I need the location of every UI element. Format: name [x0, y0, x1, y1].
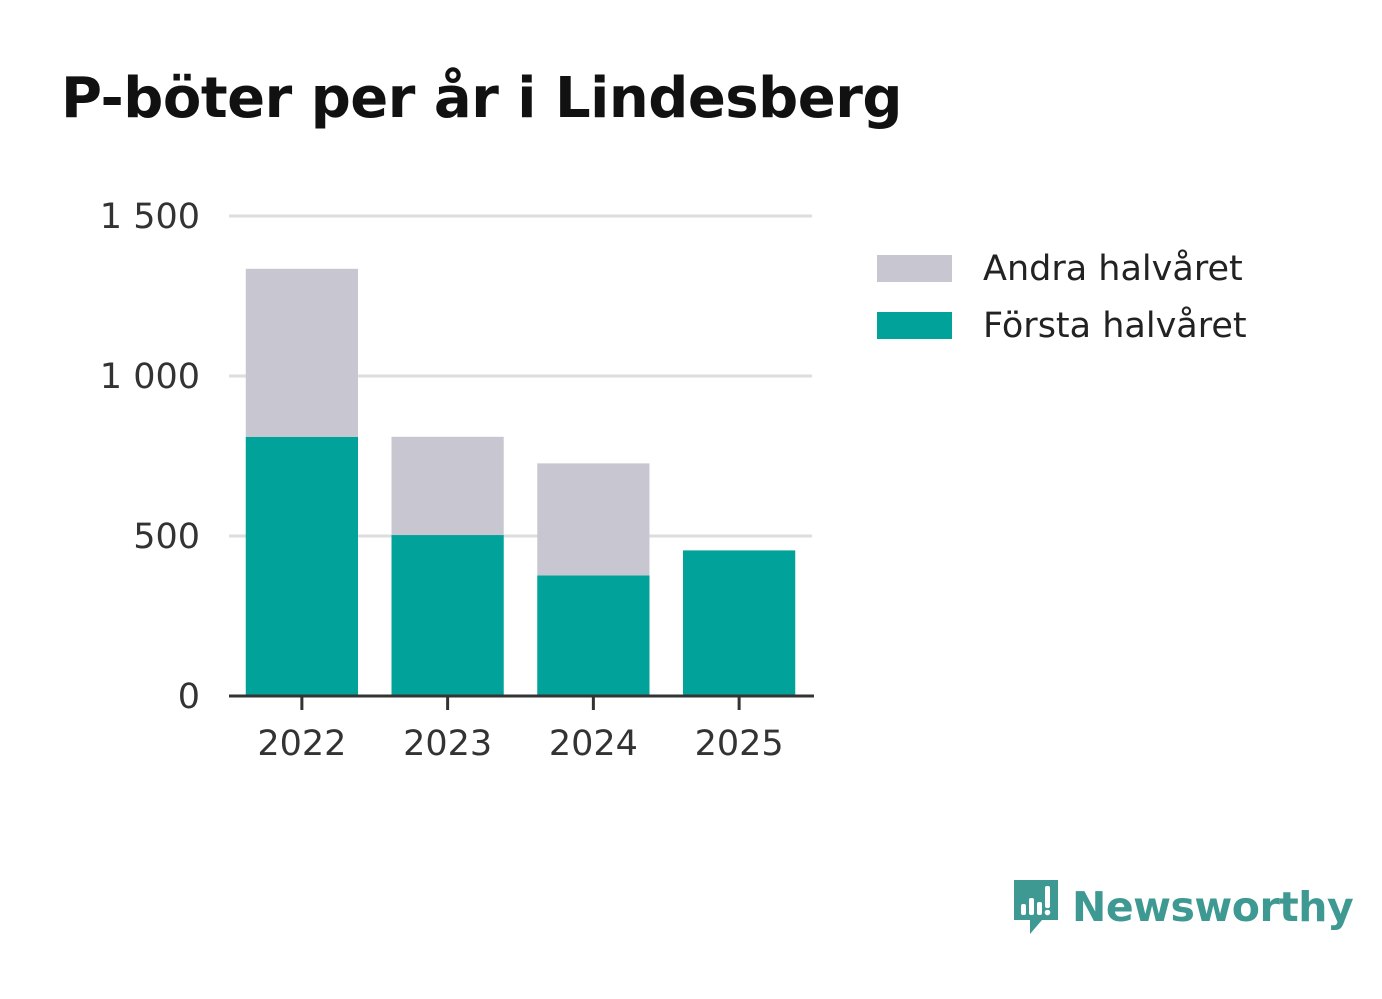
y-tick-label: 1 500 — [100, 197, 200, 237]
x-tick-label: 2024 — [549, 724, 638, 764]
legend-item-andra: Andra halvåret — [877, 240, 1247, 297]
y-tick-label: 0 — [178, 677, 200, 717]
brand-name: Newsworthy — [1072, 883, 1354, 931]
bars — [245, 268, 796, 696]
bar-2023-series-1 — [391, 436, 504, 536]
bar-2023-series-0 — [391, 535, 504, 696]
x-tick-label: 2023 — [403, 724, 492, 764]
bar-2024-series-0 — [537, 575, 650, 696]
x-tick-label: 2025 — [695, 724, 784, 764]
bar-2025-series-0 — [683, 550, 796, 696]
legend-item-forsta: Första halvåret — [877, 297, 1247, 354]
newsworthy-logo-icon — [1014, 880, 1058, 934]
chart-title: P-böter per år i Lindesberg — [61, 66, 902, 131]
bar-2022-series-0 — [245, 436, 358, 696]
legend-label-andra: Andra halvåret — [983, 248, 1243, 289]
x-tick-label: 2022 — [257, 724, 346, 764]
legend-swatch-forsta — [877, 312, 952, 339]
y-tick-label: 500 — [133, 517, 200, 557]
brand-logo: Newsworthy — [1010, 876, 1354, 938]
legend-swatch-andra — [877, 255, 952, 282]
bar-2022-series-1 — [245, 268, 358, 437]
legend: Andra halvåret Första halvåret — [877, 240, 1247, 354]
y-tick-label: 1 000 — [100, 357, 200, 397]
legend-label-forsta: Första halvåret — [983, 305, 1247, 346]
bar-2024-series-1 — [537, 463, 650, 576]
axes: 0 500 1 000 1 500 2022 2023 2024 2025 — [100, 197, 814, 764]
